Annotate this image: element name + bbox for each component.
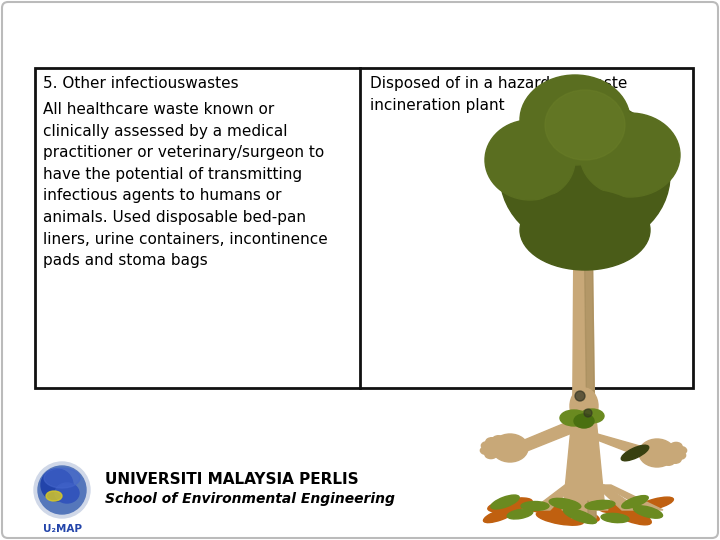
Ellipse shape bbox=[491, 495, 519, 509]
Text: All healthcare waste known or
clinically assessed by a medical
practitioner or v: All healthcare waste known or clinically… bbox=[43, 102, 328, 268]
Ellipse shape bbox=[662, 457, 675, 465]
Ellipse shape bbox=[599, 501, 641, 513]
Ellipse shape bbox=[55, 483, 79, 503]
Ellipse shape bbox=[536, 511, 584, 525]
Ellipse shape bbox=[485, 450, 497, 458]
Polygon shape bbox=[584, 223, 596, 518]
Ellipse shape bbox=[674, 451, 685, 460]
Ellipse shape bbox=[564, 508, 597, 524]
Ellipse shape bbox=[636, 497, 673, 511]
Ellipse shape bbox=[639, 439, 675, 467]
Bar bbox=[35, 68, 693, 388]
Ellipse shape bbox=[520, 75, 630, 165]
Polygon shape bbox=[603, 485, 663, 510]
Ellipse shape bbox=[486, 438, 498, 446]
Text: School of Environmental Engineering: School of Environmental Engineering bbox=[105, 492, 395, 506]
Ellipse shape bbox=[492, 436, 505, 444]
Ellipse shape bbox=[575, 391, 585, 401]
Polygon shape bbox=[572, 223, 596, 518]
Ellipse shape bbox=[608, 505, 652, 525]
Ellipse shape bbox=[485, 120, 575, 200]
Text: U₂MAP: U₂MAP bbox=[42, 524, 81, 534]
Ellipse shape bbox=[601, 514, 629, 523]
Polygon shape bbox=[564, 418, 604, 500]
Text: UNIVERSITI MALAYSIA PERLIS: UNIVERSITI MALAYSIA PERLIS bbox=[105, 472, 359, 487]
Ellipse shape bbox=[634, 506, 662, 518]
Ellipse shape bbox=[488, 498, 532, 512]
Polygon shape bbox=[592, 423, 647, 458]
Ellipse shape bbox=[621, 445, 649, 461]
Ellipse shape bbox=[545, 90, 625, 160]
Ellipse shape bbox=[585, 501, 615, 510]
Polygon shape bbox=[517, 421, 574, 453]
Ellipse shape bbox=[483, 508, 516, 523]
Ellipse shape bbox=[574, 414, 594, 428]
Ellipse shape bbox=[521, 502, 549, 510]
Ellipse shape bbox=[525, 503, 565, 514]
Ellipse shape bbox=[38, 466, 86, 514]
Ellipse shape bbox=[492, 434, 528, 462]
Ellipse shape bbox=[549, 498, 581, 510]
Text: 5. Other infectiouswastes: 5. Other infectiouswastes bbox=[43, 76, 238, 91]
Ellipse shape bbox=[34, 462, 90, 518]
Ellipse shape bbox=[500, 100, 670, 250]
Ellipse shape bbox=[580, 113, 680, 197]
Ellipse shape bbox=[507, 509, 533, 519]
Ellipse shape bbox=[41, 469, 73, 501]
Ellipse shape bbox=[551, 504, 599, 522]
Ellipse shape bbox=[560, 410, 588, 426]
Ellipse shape bbox=[669, 455, 681, 463]
Polygon shape bbox=[595, 485, 640, 510]
Ellipse shape bbox=[520, 190, 650, 270]
Ellipse shape bbox=[580, 409, 604, 423]
Ellipse shape bbox=[482, 442, 493, 450]
Polygon shape bbox=[562, 485, 583, 510]
Text: Disposed of in a hazardous waste
incineration plant: Disposed of in a hazardous waste inciner… bbox=[370, 76, 627, 113]
Polygon shape bbox=[532, 485, 574, 510]
Ellipse shape bbox=[46, 491, 62, 501]
Polygon shape bbox=[585, 485, 608, 510]
Ellipse shape bbox=[584, 409, 592, 417]
Ellipse shape bbox=[44, 468, 80, 488]
Ellipse shape bbox=[570, 388, 598, 424]
Ellipse shape bbox=[622, 496, 648, 508]
Ellipse shape bbox=[675, 447, 687, 455]
Ellipse shape bbox=[480, 447, 492, 455]
Ellipse shape bbox=[670, 442, 682, 450]
